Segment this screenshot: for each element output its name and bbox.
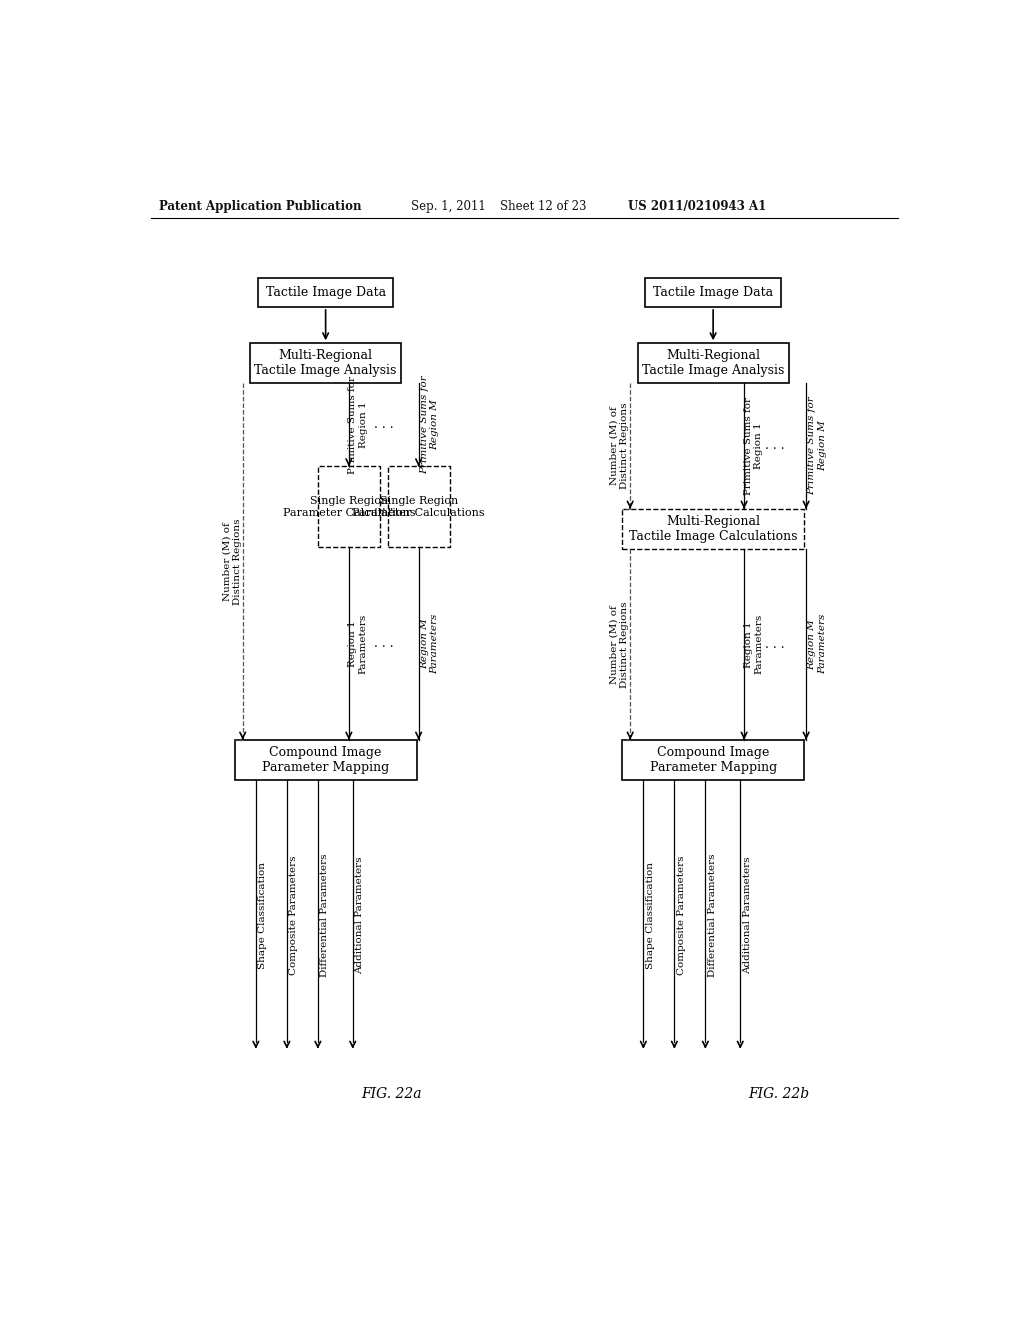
Bar xyxy=(645,277,781,308)
Text: Primitive Sums for
Region M: Primitive Sums for Region M xyxy=(420,375,439,474)
Text: Differential Parameters: Differential Parameters xyxy=(708,854,717,977)
Text: US 2011/0210943 A1: US 2011/0210943 A1 xyxy=(628,201,766,214)
Bar xyxy=(234,739,417,780)
Text: Single Region
Parameter Calculations: Single Region Parameter Calculations xyxy=(283,496,415,517)
Text: Shape Classification: Shape Classification xyxy=(646,862,655,969)
Text: Number (M) of
Distinct Regions: Number (M) of Distinct Regions xyxy=(609,601,629,688)
Text: Differential Parameters: Differential Parameters xyxy=(321,854,330,977)
Text: Sep. 1, 2011: Sep. 1, 2011 xyxy=(411,201,485,214)
Text: Additional Parameters: Additional Parameters xyxy=(355,857,365,974)
Bar xyxy=(250,343,401,383)
Text: . . .: . . . xyxy=(765,638,785,651)
Text: Multi-Regional
Tactile Image Analysis: Multi-Regional Tactile Image Analysis xyxy=(642,350,784,378)
Bar xyxy=(622,508,804,549)
Bar xyxy=(638,343,788,383)
Text: Primitive Sums for
Region 1: Primitive Sums for Region 1 xyxy=(743,397,763,495)
Text: Multi-Regional
Tactile Image Calculations: Multi-Regional Tactile Image Calculation… xyxy=(629,515,798,543)
Text: . . .: . . . xyxy=(765,440,785,453)
Text: . . .: . . . xyxy=(374,500,393,513)
Text: FIG. 22a: FIG. 22a xyxy=(361,1086,422,1101)
Text: FIG. 22b: FIG. 22b xyxy=(749,1086,810,1101)
Text: Shape Classification: Shape Classification xyxy=(258,862,267,969)
Text: . . .: . . . xyxy=(374,638,393,649)
Text: Additional Parameters: Additional Parameters xyxy=(742,857,752,974)
Bar xyxy=(622,739,804,780)
Text: Region M
Parameters: Region M Parameters xyxy=(807,614,826,675)
Text: Number (M) of
Distinct Regions: Number (M) of Distinct Regions xyxy=(222,519,242,605)
Text: Tactile Image Data: Tactile Image Data xyxy=(653,286,773,298)
Text: Number (M) of
Distinct Regions: Number (M) of Distinct Regions xyxy=(609,403,629,490)
Text: Region 1
Parameters: Region 1 Parameters xyxy=(743,614,763,675)
Text: Multi-Regional
Tactile Image Analysis: Multi-Regional Tactile Image Analysis xyxy=(254,350,397,378)
Text: Tactile Image Data: Tactile Image Data xyxy=(265,286,386,298)
Text: Composite Parameters: Composite Parameters xyxy=(290,855,298,975)
Bar xyxy=(317,466,380,548)
Text: Region 1
Parameters: Region 1 Parameters xyxy=(348,614,368,673)
Text: Composite Parameters: Composite Parameters xyxy=(677,855,686,975)
Text: Primitive Sums for
Region 1: Primitive Sums for Region 1 xyxy=(348,376,368,474)
Text: Patent Application Publication: Patent Application Publication xyxy=(159,201,361,214)
Text: Single Region
Parameter Calculations: Single Region Parameter Calculations xyxy=(352,496,485,517)
Text: Compound Image
Parameter Mapping: Compound Image Parameter Mapping xyxy=(262,746,389,774)
Text: Sheet 12 of 23: Sheet 12 of 23 xyxy=(500,201,587,214)
Bar xyxy=(258,277,393,308)
Bar xyxy=(388,466,450,548)
Text: Primitive Sums for
Region M: Primitive Sums for Region M xyxy=(807,396,826,495)
Text: Compound Image
Parameter Mapping: Compound Image Parameter Mapping xyxy=(649,746,777,774)
Text: . . .: . . . xyxy=(374,418,393,432)
Text: Region M
Parameters: Region M Parameters xyxy=(420,614,439,673)
